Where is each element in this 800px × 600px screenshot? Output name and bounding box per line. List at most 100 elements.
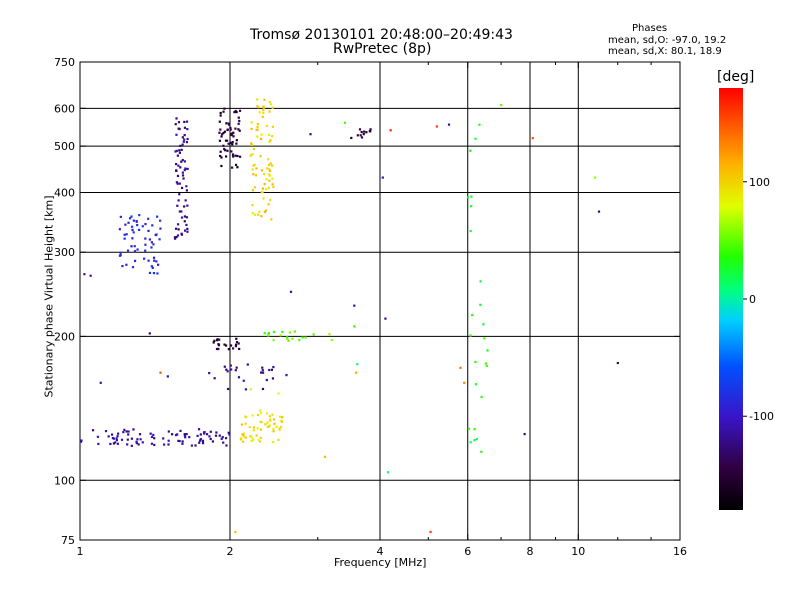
data-point [250,439,253,443]
data-point [260,191,263,194]
data-point [263,332,266,335]
data-point [257,213,260,216]
data-point [238,155,242,158]
data-point [251,168,254,171]
data-point [152,243,155,246]
data-point [219,111,222,115]
data-point [353,304,356,307]
data-point [151,266,154,270]
data-point [150,442,154,445]
data-point [213,377,216,380]
data-point [250,436,253,439]
data-point [179,429,182,433]
data-point [218,434,221,437]
data-point [176,433,179,436]
data-point [253,213,257,216]
data-point [135,440,138,443]
data-point [278,415,282,418]
data-point [208,435,211,438]
data-point [257,106,260,109]
data-point [215,431,218,434]
data-point [486,349,489,352]
data-point [369,128,372,131]
data-point [231,153,235,156]
data-point [132,428,135,431]
data-point [186,227,189,231]
data-point [259,137,263,140]
data-point [237,342,240,345]
data-point [222,131,225,135]
data-point [162,443,166,446]
data-point [289,290,293,293]
data-point [235,142,238,145]
data-point [244,388,248,391]
data-point [271,125,274,128]
data-point [243,435,246,438]
data-point [267,334,270,337]
y-tick-label: 750 [54,56,75,69]
data-point [271,164,274,167]
data-point [97,442,100,446]
data-point [125,430,128,433]
data-point [152,271,156,275]
data-point [179,166,182,169]
data-point [137,443,140,446]
stats-line-x: mean, sd,X: 80.1, 18.9 [608,46,722,57]
data-point [212,341,215,344]
data-point [248,426,251,429]
data-point [277,438,280,442]
data-point [291,337,294,340]
data-point [156,215,159,218]
data-point [178,127,181,131]
data-point [272,330,276,334]
data-point [270,218,273,221]
data-point [271,183,274,186]
data-point [469,334,472,337]
data-point [262,111,265,115]
data-point [183,133,186,137]
data-point [272,418,276,421]
data-point [180,148,183,151]
data-point [190,444,193,447]
data-point [267,203,270,206]
data-point [268,168,271,171]
data-point [467,427,471,430]
data-point [251,204,254,207]
data-point [183,205,186,208]
y-tick-label: 600 [54,102,75,115]
data-point [185,120,189,123]
data-point [232,155,235,158]
data-point [221,436,224,439]
data-point [205,433,209,436]
data-point [148,238,152,241]
data-point [118,228,121,231]
data-point [185,433,188,436]
data-point [209,437,212,441]
data-point [180,216,184,219]
data-point [270,368,274,371]
data-point [217,343,220,346]
data-point [459,366,462,369]
data-point [223,130,227,133]
data-point [159,371,162,374]
data-point [197,428,201,431]
data-point [80,439,83,442]
data-point [259,409,262,412]
data-point [167,439,170,442]
data-point [116,442,119,445]
data-point [473,439,476,442]
data-point [218,120,221,123]
data-point [263,182,266,186]
data-point [181,440,184,443]
data-point [194,444,197,447]
data-point [260,133,263,136]
data-point [133,259,137,262]
data-point [256,98,259,101]
data-point [180,160,183,163]
data-point [252,164,255,167]
data-point [185,189,189,192]
data-point [167,443,170,446]
data-point [175,181,179,184]
data-point [265,412,269,415]
data-point [183,433,186,436]
